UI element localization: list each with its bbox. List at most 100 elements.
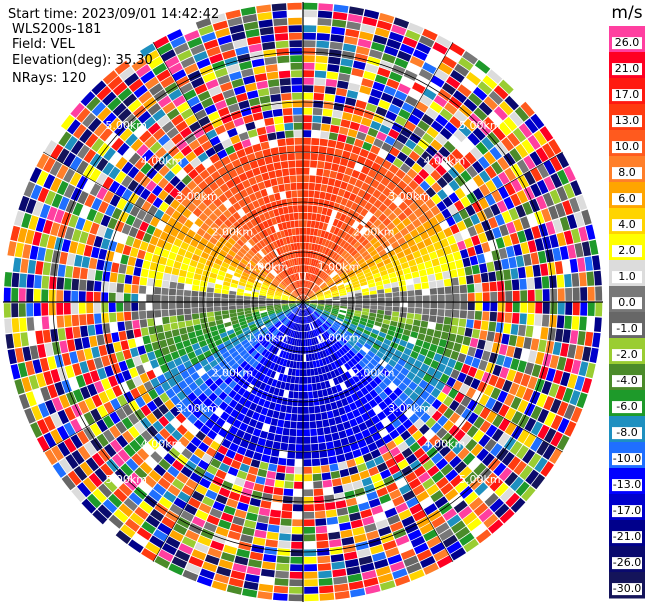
- velocity-gate: [402, 217, 412, 227]
- velocity-gate: [171, 556, 188, 569]
- velocity-gate: [96, 187, 108, 200]
- velocity-gate: [464, 266, 473, 276]
- velocity-gate: [324, 247, 330, 256]
- velocity-gate: [124, 284, 132, 293]
- velocity-gate: [236, 502, 249, 512]
- velocity-gate: [372, 253, 381, 261]
- range-label: 2.00km: [212, 367, 254, 380]
- velocity-gate: [316, 168, 324, 176]
- velocity-gate: [270, 260, 277, 267]
- range-label: 5.00km: [459, 473, 501, 486]
- velocity-gate: [350, 357, 358, 366]
- velocity-gate: [123, 201, 134, 214]
- velocity-gate: [263, 554, 277, 563]
- velocity-gate: [327, 241, 334, 249]
- velocity-gate: [393, 17, 410, 29]
- velocity-gate: [263, 246, 271, 254]
- velocity-gate: [491, 189, 503, 203]
- velocity-gate: [398, 317, 406, 324]
- velocity-gate: [594, 317, 602, 332]
- velocity-gate: [111, 332, 120, 343]
- velocity-gate: [310, 303, 318, 305]
- velocity-gate: [267, 274, 274, 280]
- velocity-gate: [280, 230, 286, 238]
- velocity-gate: [150, 377, 161, 388]
- velocity-gate: [64, 406, 76, 421]
- velocity-gate: [133, 184, 145, 196]
- velocity-gate: [492, 126, 506, 141]
- velocity-gate: [273, 304, 281, 307]
- velocity-gate: [385, 334, 394, 341]
- velocity-gate: [246, 211, 254, 221]
- velocity-gate: [422, 308, 430, 315]
- velocity-gate: [374, 276, 382, 283]
- velocity-gate: [206, 164, 217, 175]
- velocity-gate: [118, 503, 134, 518]
- velocity-gate: [364, 523, 377, 533]
- velocity-gate: [20, 332, 29, 347]
- velocity-gate: [152, 172, 164, 184]
- velocity-gate: [412, 49, 428, 61]
- velocity-gate: [288, 299, 296, 301]
- velocity-gate: [166, 108, 180, 120]
- velocity-gate: [129, 512, 145, 526]
- velocity-gate: [238, 396, 247, 406]
- velocity-gate: [374, 27, 390, 38]
- range-labels: 1.00km2.00km3.00km4.00km5.00km1.00km2.00…: [105, 119, 500, 486]
- velocity-gate: [159, 428, 171, 440]
- velocity-gate: [305, 346, 309, 354]
- velocity-gate: [277, 312, 284, 317]
- velocity-gate: [355, 268, 363, 275]
- velocity-gate: [307, 339, 310, 346]
- velocity-gate: [232, 211, 241, 221]
- velocity-gate: [444, 121, 458, 135]
- velocity-gate: [312, 285, 318, 291]
- velocity-gate: [282, 280, 288, 287]
- velocity-gate: [330, 470, 341, 479]
- velocity-gate: [381, 274, 390, 281]
- velocity-gate: [105, 250, 115, 262]
- velocity-gate: [303, 212, 308, 220]
- velocity-gate: [220, 223, 229, 232]
- velocity-gate: [299, 242, 303, 250]
- velocity-gate: [444, 309, 452, 317]
- velocity-gate: [504, 422, 517, 436]
- velocity-gate: [444, 450, 457, 463]
- velocity-gate: [312, 360, 317, 368]
- velocity-gate: [266, 163, 275, 172]
- velocity-gate: [374, 172, 384, 183]
- velocity-gate: [227, 237, 236, 246]
- velocity-gate: [454, 110, 468, 123]
- velocity-gate: [508, 207, 519, 221]
- velocity-gate: [473, 107, 488, 121]
- velocity-gate: [297, 414, 303, 422]
- velocity-gate: [303, 296, 308, 302]
- velocity-gate: [280, 316, 287, 322]
- velocity-gate: [255, 206, 263, 216]
- velocity-gate: [54, 381, 65, 396]
- velocity-gate: [286, 458, 295, 466]
- velocity-gate: [281, 397, 288, 405]
- velocity-gate: [420, 363, 430, 373]
- velocity-gate: [250, 368, 259, 377]
- velocity-gate: [367, 127, 379, 138]
- velocity-gate: [303, 414, 310, 422]
- velocity-gate: [303, 474, 313, 482]
- velocity-gate: [264, 320, 272, 327]
- velocity-gate: [331, 344, 338, 352]
- velocity-gate: [303, 85, 314, 93]
- velocity-gate: [157, 115, 170, 128]
- velocity-gate: [402, 267, 411, 275]
- velocity-gate: [164, 399, 175, 411]
- velocity-gate: [85, 133, 99, 148]
- velocity-gate: [125, 379, 136, 391]
- velocity-gate: [270, 315, 277, 321]
- velocity-gate: [464, 237, 474, 248]
- velocity-gate: [189, 337, 198, 345]
- velocity-gate: [172, 459, 184, 472]
- velocity-gate: [209, 136, 221, 147]
- velocity-gate: [3, 287, 11, 302]
- velocity-gate: [310, 303, 317, 306]
- velocity-gate: [248, 43, 263, 53]
- velocity-gate: [102, 271, 111, 282]
